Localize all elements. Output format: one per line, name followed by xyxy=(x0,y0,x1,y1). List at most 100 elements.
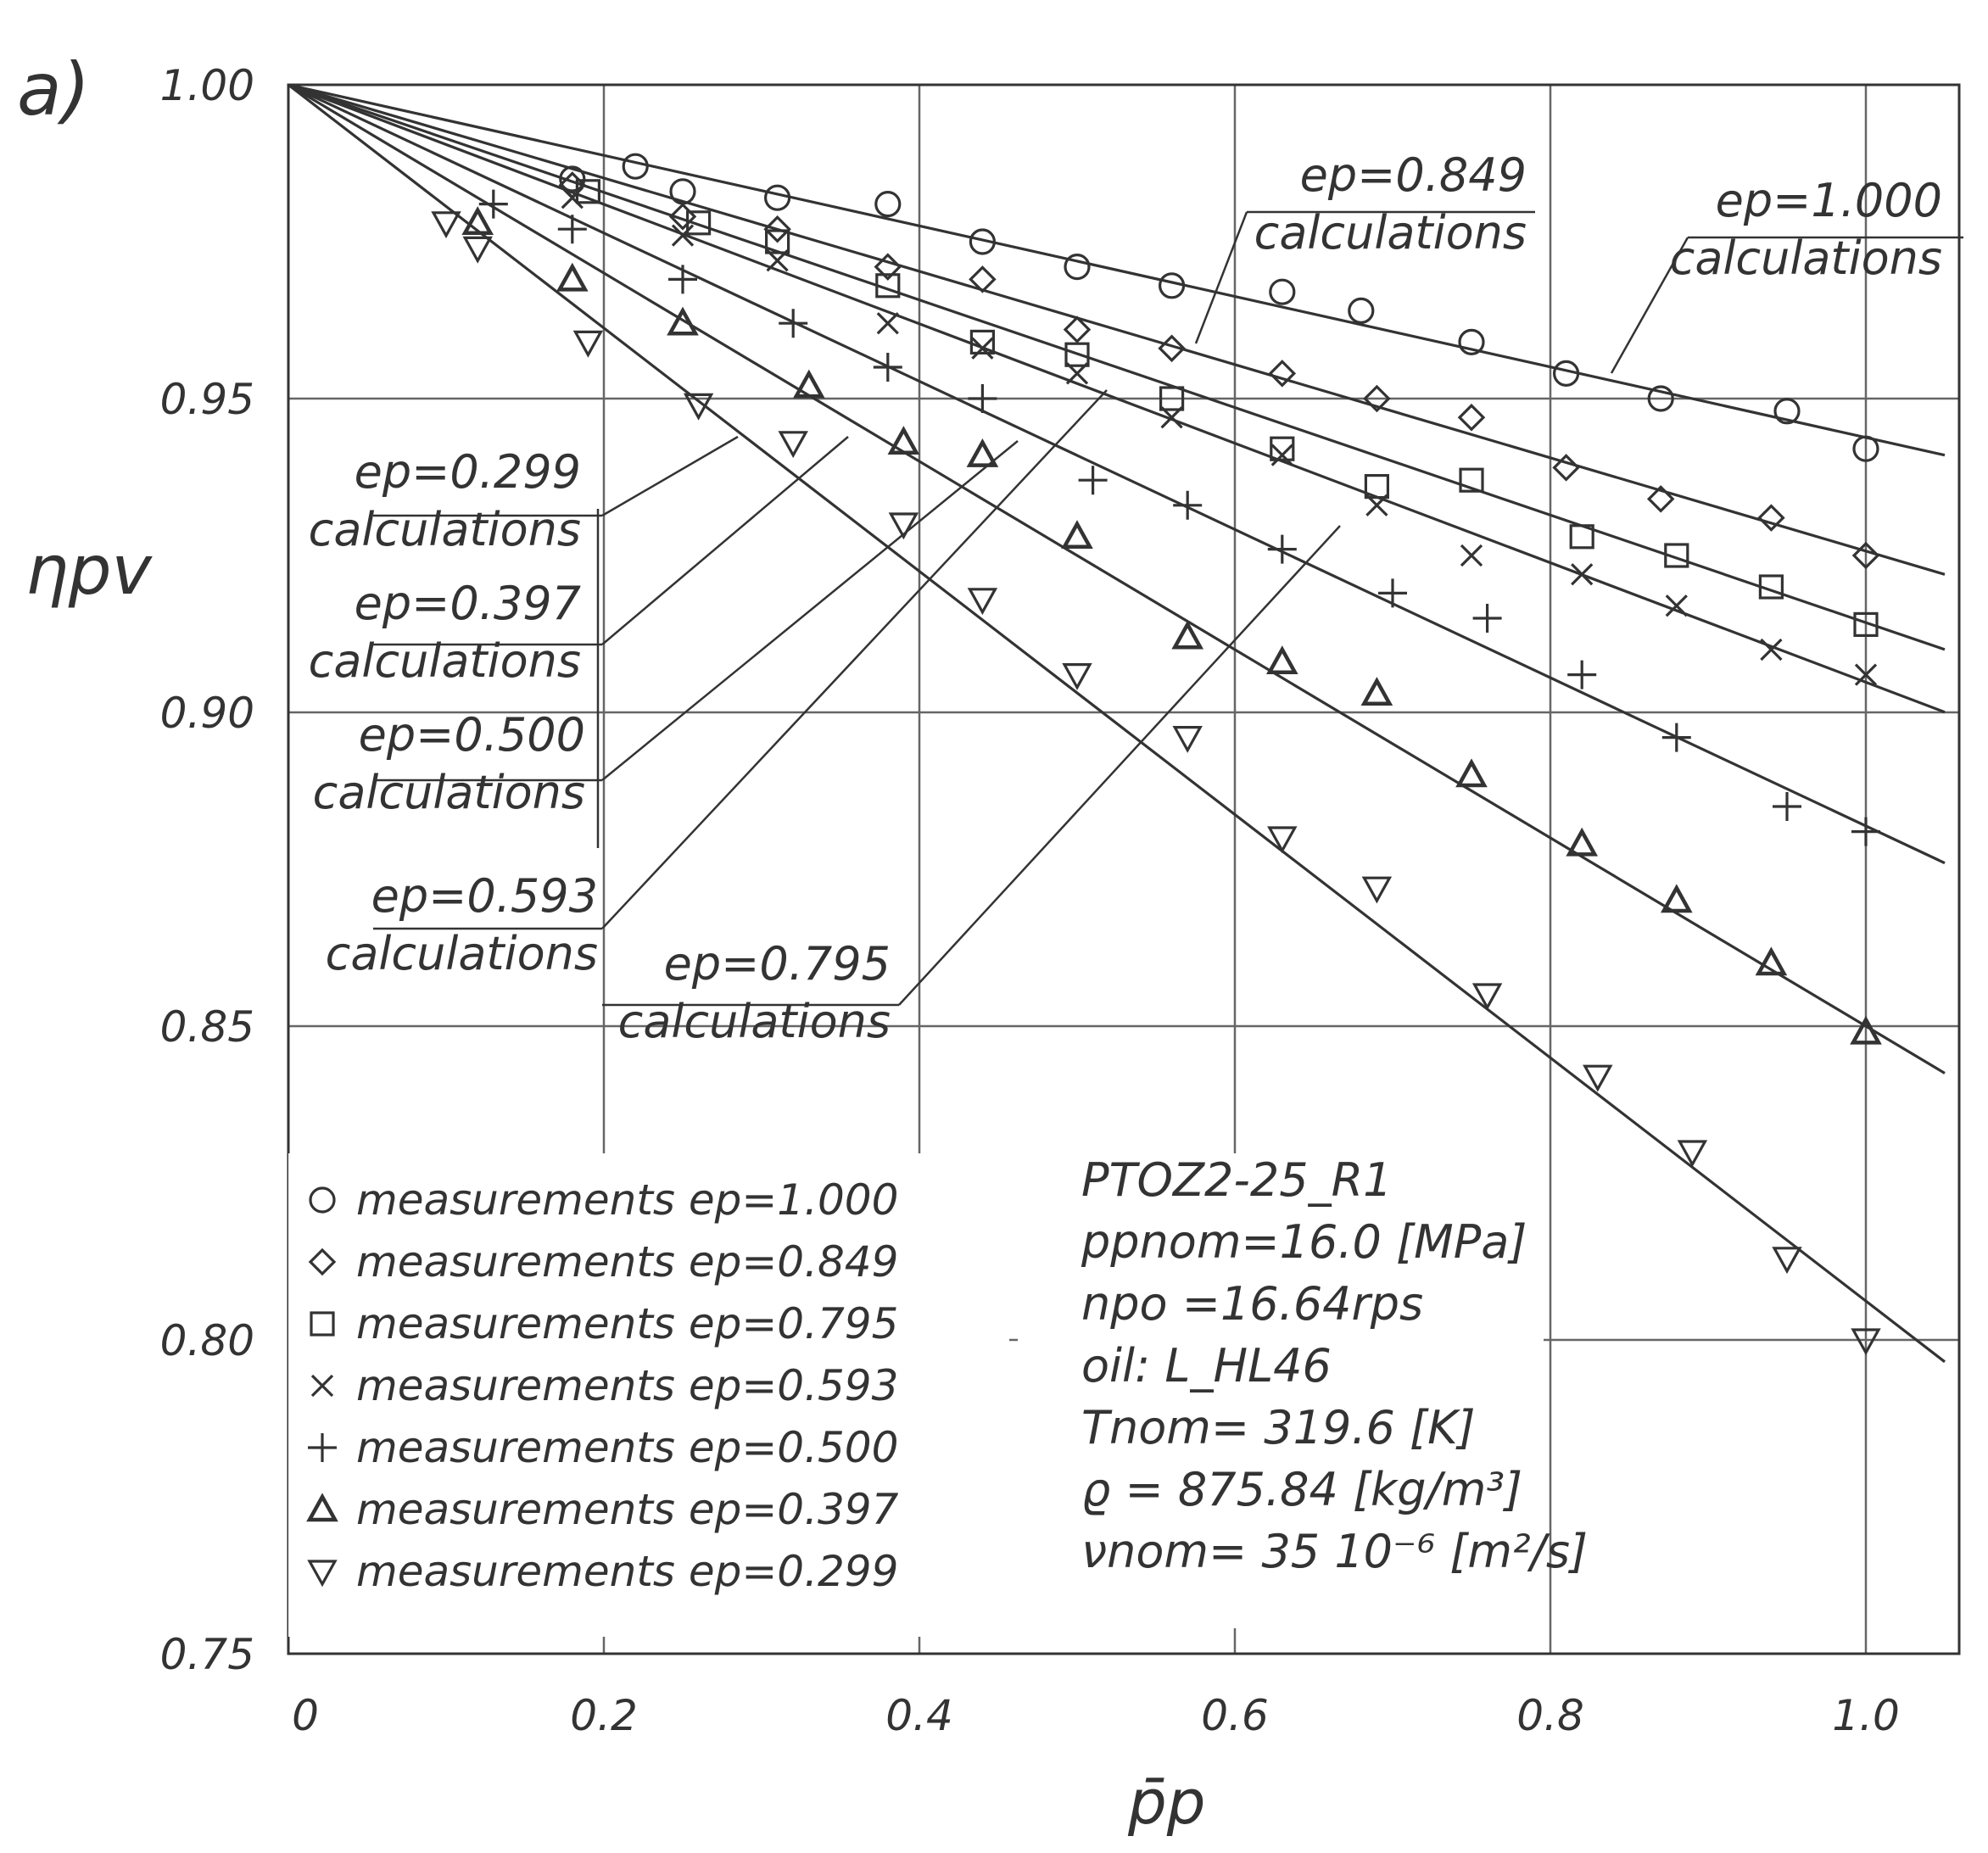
measurement-point-ep-0.500 xyxy=(668,265,697,294)
measurement-point-ep-0.397 xyxy=(887,426,920,455)
measurement-point-ep-0.299 xyxy=(462,236,493,264)
measurement-point-ep-0.500 xyxy=(1851,817,1880,846)
callout-leader xyxy=(1610,237,1689,374)
callout-ep-label: ep=1.000 xyxy=(1716,174,1942,227)
measurement-point-ep-0.795 xyxy=(969,329,996,354)
measurement-point-ep-1.000 xyxy=(559,165,586,193)
measurement-point-ep-0.500 xyxy=(1378,578,1407,608)
legend: measurements ep=1.000 measurements ep=0.8… xyxy=(306,1175,899,1596)
legend-entry: measurements ep=0.397 xyxy=(356,1485,899,1534)
measurement-point-ep-0.849 xyxy=(1646,485,1675,513)
measurement-point-ep-0.397 xyxy=(1566,827,1599,857)
callout-ep-label: ep=0.795 xyxy=(664,937,891,991)
y-tick-label: 0.90 xyxy=(160,689,254,738)
y-tick-label: 0.95 xyxy=(160,375,254,424)
measurement-point-ep-0.795 xyxy=(764,229,790,254)
callout-ep-label: ep=0.849 xyxy=(1300,148,1527,202)
measurement-point-ep-0.500 xyxy=(1661,723,1691,752)
callout-ep-label: ep=0.299 xyxy=(355,445,581,499)
measurement-point-ep-0.593 xyxy=(1760,638,1783,661)
measurement-point-ep-0.299 xyxy=(1677,1140,1708,1168)
x-tick-label: 0.2 xyxy=(570,1691,638,1740)
measurement-point-ep-0.397 xyxy=(1265,645,1298,675)
measurement-point-ep-0.397 xyxy=(1660,884,1693,913)
measurement-point-ep-0.397 xyxy=(1061,520,1093,550)
measurement-point-ep-0.299 xyxy=(1172,725,1203,753)
callout-calculations-label: calculations xyxy=(326,927,598,980)
legend-marker-ep-1.000 xyxy=(309,1186,336,1214)
measurement-point-ep-0.299 xyxy=(967,588,998,616)
measurement-point-ep-1.000 xyxy=(1269,278,1296,305)
measurement-point-ep-0.397 xyxy=(1755,946,1788,976)
legend-marker-ep-0.795 xyxy=(310,1311,335,1337)
measurement-point-ep-0.849 xyxy=(874,253,902,281)
info-line: oil: L_HL46 xyxy=(1081,1339,1332,1393)
callout-leader xyxy=(601,436,849,645)
measurement-point-ep-0.500 xyxy=(1773,792,1801,821)
measurement-points xyxy=(431,153,1882,1356)
callout-ep-label: ep=0.593 xyxy=(371,869,598,923)
measurement-point-ep-0.849 xyxy=(969,265,997,293)
measurement-point-ep-0.795 xyxy=(1459,467,1484,493)
measurement-point-ep-0.299 xyxy=(1583,1064,1613,1092)
calculation-callouts: ep=1.000calculationsep=0.849calculations… xyxy=(309,148,1963,1048)
x-tick-label: 0.6 xyxy=(1201,1691,1269,1740)
measurement-point-ep-0.849 xyxy=(1158,334,1186,363)
measurement-point-ep-1.000 xyxy=(969,228,997,255)
measurement-point-ep-1.000 xyxy=(1158,272,1186,299)
measurement-point-ep-0.795 xyxy=(1270,436,1295,461)
measurement-point-ep-0.500 xyxy=(1567,660,1597,689)
legend-background xyxy=(288,1153,1009,1637)
measurement-point-ep-0.299 xyxy=(572,330,604,358)
measurement-point-ep-0.593 xyxy=(1854,663,1878,686)
measurement-point-ep-0.593 xyxy=(671,224,695,247)
measurement-point-ep-1.000 xyxy=(1348,297,1375,324)
measurement-point-ep-0.500 xyxy=(1173,490,1203,520)
measurement-point-ep-1.000 xyxy=(622,153,649,180)
measurement-point-ep-0.849 xyxy=(1851,541,1880,570)
legend-marker-ep-0.500 xyxy=(308,1433,337,1462)
plot-frame xyxy=(287,83,1961,1655)
measurement-point-ep-0.397 xyxy=(461,206,494,236)
measurement-point-ep-0.397 xyxy=(1455,758,1488,788)
info-line: ppnom=16.0 [MPa] xyxy=(1081,1215,1527,1269)
measurement-point-ep-0.500 xyxy=(1267,534,1297,564)
measurement-point-ep-0.593 xyxy=(1665,594,1688,617)
y-tick-label: 1.00 xyxy=(160,61,254,110)
measurement-point-ep-0.397 xyxy=(1171,620,1204,650)
measurement-point-ep-1.000 xyxy=(1647,385,1674,412)
measurement-point-ep-0.299 xyxy=(888,512,919,540)
callout-leader xyxy=(601,440,1019,781)
measurement-point-ep-1.000 xyxy=(1852,435,1879,462)
x-tick-label: 0 xyxy=(292,1691,319,1740)
measurement-point-ep-0.849 xyxy=(1063,315,1092,343)
measurement-point-ep-0.795 xyxy=(1064,342,1090,367)
measurement-point-ep-0.500 xyxy=(779,309,808,338)
measurement-point-ep-0.795 xyxy=(1159,386,1185,411)
info-line: Tnom= 319.6 [K] xyxy=(1081,1401,1476,1454)
measurement-point-ep-0.397 xyxy=(1850,1015,1882,1045)
measurement-point-ep-0.849 xyxy=(1457,403,1486,432)
measurement-point-ep-1.000 xyxy=(669,178,696,205)
measurement-point-ep-0.397 xyxy=(966,438,999,467)
measurement-point-ep-0.593 xyxy=(1460,544,1483,567)
legend-entry: measurements ep=0.500 xyxy=(356,1423,898,1472)
measurement-point-ep-0.397 xyxy=(667,306,699,336)
measurement-point-ep-0.849 xyxy=(1552,454,1580,482)
plot-border xyxy=(287,83,1961,1655)
y-tick-label: 0.75 xyxy=(160,1630,254,1679)
calculation-line-ep-0.397 xyxy=(288,83,1946,1074)
test-conditions-box: PTOZ2-25_R1 ppnom=16.0 [MPa] npo =16.64rps… xyxy=(1081,1153,1588,1578)
callout-calculations-label: calculations xyxy=(1670,232,1942,285)
measurement-point-ep-1.000 xyxy=(874,191,902,218)
measurement-point-ep-0.849 xyxy=(1757,504,1785,532)
measurement-point-ep-0.593 xyxy=(1270,444,1293,466)
measurement-point-ep-0.795 xyxy=(685,210,712,236)
callout-calculations-label: calculations xyxy=(313,766,585,819)
measurement-point-ep-0.849 xyxy=(1363,384,1391,413)
measurement-point-ep-1.000 xyxy=(1458,328,1485,355)
measurement-point-ep-0.299 xyxy=(1471,983,1503,1011)
measurement-point-ep-0.397 xyxy=(792,369,825,399)
measurement-point-ep-0.795 xyxy=(875,273,901,299)
calculation-line-ep-0.795 xyxy=(288,83,1946,651)
